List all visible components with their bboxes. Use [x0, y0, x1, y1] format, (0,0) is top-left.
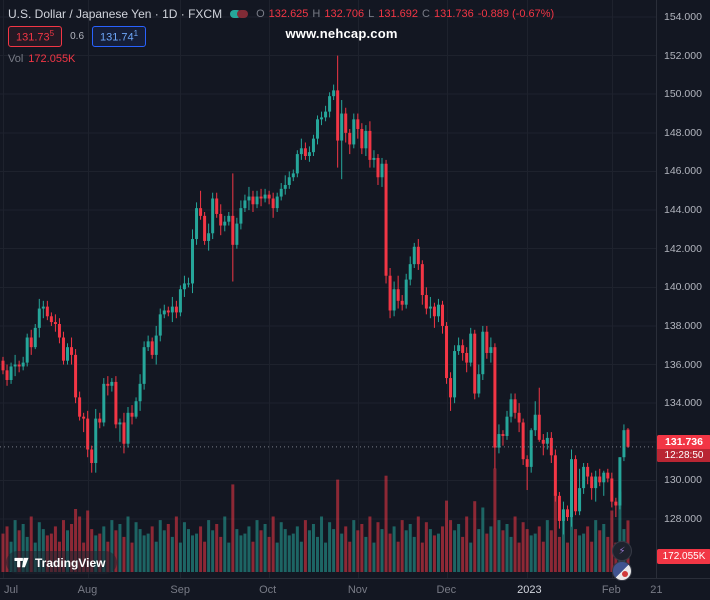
price-axis-label: 136.000 [664, 358, 702, 371]
quick-trade-bolt-icon[interactable]: ⚡ [612, 541, 632, 561]
price-axis-label: 130.000 [664, 474, 702, 487]
currency-pair-flags-icon[interactable] [612, 561, 632, 581]
tradingview-logo-text: TradingView [35, 555, 106, 570]
price-axis-label: 146.000 [664, 165, 702, 178]
time-axis-label: 2023 [517, 584, 542, 596]
status-pills-icon[interactable] [230, 10, 249, 18]
price-axis[interactable]: 154.000 152.000 150.000 148.000 146.000 144.0… [656, 0, 710, 578]
open-label: O [256, 8, 265, 20]
ohlc-values: O 132.625 H 132.706 L 131.692 C 131.736 … [256, 8, 554, 20]
price-axis-label: 142.000 [664, 242, 702, 255]
volume-indicator-value: 172.055K [28, 52, 76, 65]
volume-indicator-label[interactable]: Vol [8, 52, 24, 65]
sell-button[interactable]: 131.735 [8, 26, 63, 47]
price-axis-label: 140.000 [664, 281, 702, 294]
bar-countdown: 12:28:50 [657, 448, 710, 462]
close-value: 131.736 [433, 8, 474, 20]
price-axis-label: 150.000 [664, 88, 702, 101]
volume-value-tag: 172.055K [657, 549, 710, 564]
watermark-text: www.nehcap.com [285, 26, 398, 41]
time-axis-label: Oct [259, 584, 277, 596]
time-axis-label: Aug [77, 584, 98, 596]
time-axis-label: Jul [4, 584, 19, 596]
price-axis-label: 154.000 [664, 11, 702, 23]
time-axis-label: Dec [436, 584, 457, 596]
price-axis-label: 148.000 [664, 126, 702, 139]
low-label: L [368, 8, 375, 20]
high-value: 132.706 [324, 8, 365, 20]
buy-button[interactable]: 131.741 [92, 26, 147, 47]
symbol-title[interactable]: U.S. Dollar / Japanese Yen · 1D · FXCM [8, 7, 223, 21]
tradingview-logo-icon [14, 557, 29, 568]
open-value: 132.625 [268, 8, 309, 20]
current-price-tag: 131.736 12:28:50 [657, 434, 710, 462]
price-axis-label: 128.000 [664, 513, 702, 525]
price-axis-label: 134.000 [664, 397, 702, 410]
low-value: 131.692 [378, 8, 419, 20]
time-axis-label: Feb [601, 584, 621, 596]
chart-legend: U.S. Dollar / Japanese Yen · 1D · FXCM O… [8, 7, 554, 65]
time-axis-label: Nov [347, 584, 368, 596]
close-label: C [422, 8, 430, 20]
current-price-value: 131.736 [665, 435, 703, 448]
change-value: -0.889 (-0.67%) [477, 8, 555, 20]
high-label: H [312, 8, 321, 20]
price-axis-label: 152.000 [664, 49, 702, 62]
time-axis[interactable]: Jul Aug Sep Oct Nov Dec 2023 Feb 21 [0, 578, 710, 600]
spread-value: 0.6 [70, 30, 85, 42]
tradingview-logo[interactable]: TradingView [6, 551, 118, 574]
time-axis-label: Sep [170, 584, 190, 596]
price-axis-label: 138.000 [664, 319, 702, 332]
time-axis-label: 21 [650, 584, 663, 596]
price-axis-label: 144.000 [664, 204, 702, 217]
